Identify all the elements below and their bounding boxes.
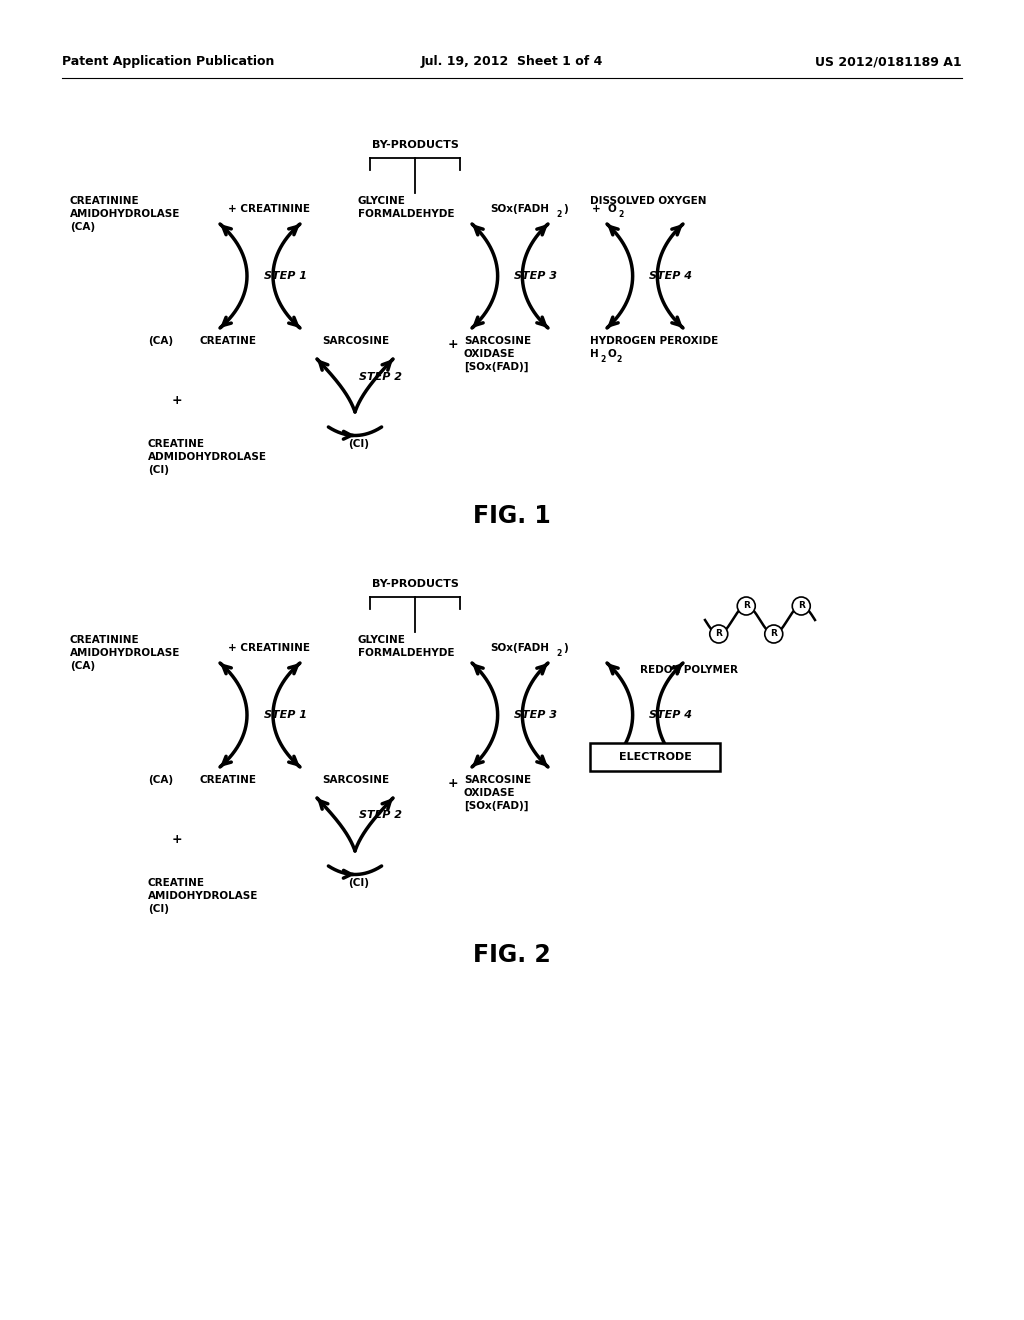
Text: STEP 4: STEP 4 <box>649 271 692 281</box>
Text: CREATININE: CREATININE <box>70 635 139 645</box>
Text: ): ) <box>563 205 567 214</box>
Text: ADMIDOHYDROLASE: ADMIDOHYDROLASE <box>148 451 267 462</box>
Text: GLYCINE: GLYCINE <box>358 195 406 206</box>
Text: (CA): (CA) <box>70 222 95 232</box>
Text: R: R <box>798 602 805 610</box>
Text: (CI): (CI) <box>148 465 169 475</box>
Text: ): ) <box>563 643 567 653</box>
Text: ELECTRODE: ELECTRODE <box>618 752 691 762</box>
Text: (CI): (CI) <box>348 440 369 449</box>
Text: OXIDASE: OXIDASE <box>464 788 515 799</box>
Text: + CREATININE: + CREATININE <box>228 205 310 214</box>
Text: + CREATININE: + CREATININE <box>228 643 310 653</box>
Text: 2: 2 <box>618 210 624 219</box>
Text: US 2012/0181189 A1: US 2012/0181189 A1 <box>815 55 962 69</box>
Text: DISSOLVED OXYGEN: DISSOLVED OXYGEN <box>590 195 707 206</box>
Text: 2: 2 <box>556 649 561 657</box>
Text: STEP 3: STEP 3 <box>514 710 557 719</box>
Circle shape <box>765 624 782 643</box>
Text: +: + <box>449 777 459 789</box>
Text: R: R <box>770 630 777 639</box>
Text: [SOx(FAD)]: [SOx(FAD)] <box>464 801 528 812</box>
Text: OXIDASE: OXIDASE <box>464 348 515 359</box>
Text: R: R <box>716 630 722 639</box>
Text: +: + <box>449 338 459 351</box>
Text: CREATINE: CREATINE <box>200 775 257 785</box>
Text: 2: 2 <box>616 355 622 364</box>
Text: STEP 1: STEP 1 <box>264 710 307 719</box>
Text: Jul. 19, 2012  Sheet 1 of 4: Jul. 19, 2012 Sheet 1 of 4 <box>421 55 603 69</box>
Text: STEP 1: STEP 1 <box>264 271 307 281</box>
Text: BY-PRODUCTS: BY-PRODUCTS <box>372 579 459 589</box>
Text: STEP 3: STEP 3 <box>514 271 557 281</box>
Text: FIG. 1: FIG. 1 <box>473 504 551 528</box>
Text: SARCOSINE: SARCOSINE <box>322 337 389 346</box>
Text: STEP 2: STEP 2 <box>359 371 402 381</box>
Text: CREATINE: CREATINE <box>200 337 257 346</box>
Text: (CI): (CI) <box>348 878 369 888</box>
Text: SARCOSINE: SARCOSINE <box>464 775 531 785</box>
Text: 2: 2 <box>600 355 605 364</box>
Text: R: R <box>742 602 750 610</box>
Text: SARCOSINE: SARCOSINE <box>464 337 531 346</box>
Text: SOx(FADH: SOx(FADH <box>490 205 549 214</box>
Text: STEP 4: STEP 4 <box>649 710 692 719</box>
Text: AMIDOHYDROLASE: AMIDOHYDROLASE <box>70 648 180 657</box>
Text: (CA): (CA) <box>148 337 173 346</box>
Text: AMIDOHYDROLASE: AMIDOHYDROLASE <box>70 209 180 219</box>
Text: BY-PRODUCTS: BY-PRODUCTS <box>372 140 459 150</box>
Bar <box>590 743 720 771</box>
Circle shape <box>737 597 756 615</box>
Text: SARCOSINE: SARCOSINE <box>322 775 389 785</box>
Text: FORMALDEHYDE: FORMALDEHYDE <box>358 209 455 219</box>
Circle shape <box>710 624 728 643</box>
Text: FIG. 2: FIG. 2 <box>473 942 551 968</box>
Text: Patent Application Publication: Patent Application Publication <box>62 55 274 69</box>
Text: +: + <box>172 393 182 407</box>
Text: SOx(FADH: SOx(FADH <box>490 643 549 653</box>
Circle shape <box>793 597 810 615</box>
Text: H: H <box>590 348 599 359</box>
Text: (CA): (CA) <box>148 775 173 785</box>
Text: O: O <box>607 348 615 359</box>
Text: REDOX POLYMER: REDOX POLYMER <box>640 665 738 675</box>
Text: AMIDOHYDROLASE: AMIDOHYDROLASE <box>148 891 258 902</box>
Text: 2: 2 <box>556 210 561 219</box>
Text: GLYCINE: GLYCINE <box>358 635 406 645</box>
Text: (CA): (CA) <box>70 661 95 671</box>
Text: CREATININE: CREATININE <box>70 195 139 206</box>
Text: CREATINE: CREATINE <box>148 440 205 449</box>
Text: +: + <box>172 833 182 846</box>
Text: FORMALDEHYDE: FORMALDEHYDE <box>358 648 455 657</box>
Text: STEP 2: STEP 2 <box>359 810 402 821</box>
Text: (CI): (CI) <box>148 904 169 913</box>
Text: CREATINE: CREATINE <box>148 878 205 888</box>
Text: +  O: + O <box>592 205 616 214</box>
Text: [SOx(FAD)]: [SOx(FAD)] <box>464 362 528 372</box>
Text: HYDROGEN PEROXIDE: HYDROGEN PEROXIDE <box>590 337 718 346</box>
